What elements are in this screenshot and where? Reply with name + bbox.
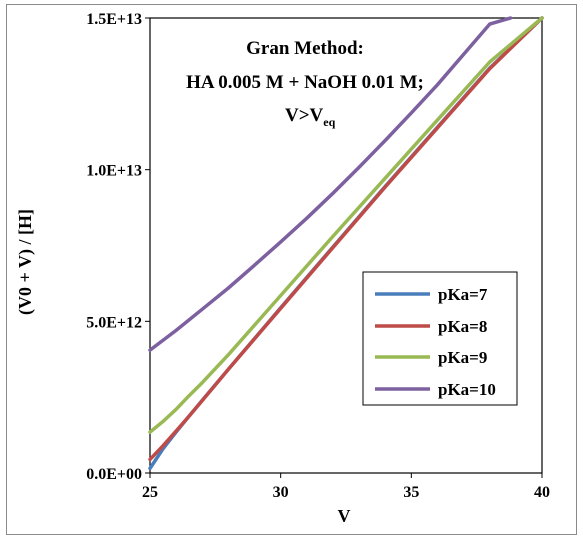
x-tick-label: 40 [534,484,550,501]
chart-title-line-3-subscript: eq [323,115,335,129]
chart-title-line-3-base: V>V [285,105,324,126]
x-tick-label: 25 [142,484,158,501]
legend-label: pKa=9 [438,348,487,367]
legend-label: pKa=8 [438,317,487,336]
chart-title-line-3: V>Veq [285,105,336,129]
legend-label: pKa=7 [438,285,488,304]
y-tick-label: 5.0E+12 [86,314,142,331]
y-tick-label: 1.0E+13 [86,163,142,180]
chart-title-line-2: HA 0.005 M + NaOH 0.01 M; [186,72,424,93]
series-line-pka-8 [148,16,544,462]
series-line-pka-10 [148,16,513,352]
y-axis-title: (V0 + V) / [H] [15,209,36,315]
x-tick-label: 35 [403,484,419,501]
y-tick-label: 0.0E+00 [86,466,142,483]
series-line-pka-9 [148,16,544,434]
chart-title-line-1: Gran Method: [246,38,364,59]
legend-label: pKa=10 [438,380,496,399]
x-tick-label: 30 [273,484,289,501]
x-axis-title: V [338,506,351,526]
y-tick-label: 1.5E+13 [86,11,142,28]
